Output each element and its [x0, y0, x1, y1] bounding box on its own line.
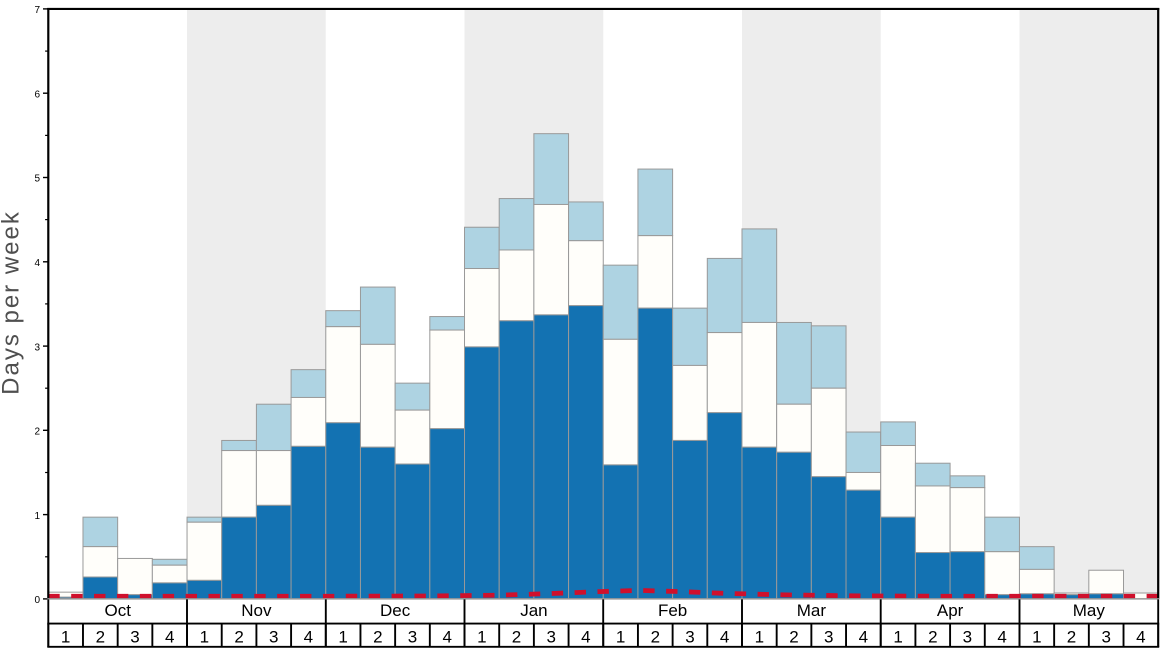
- svg-text:1: 1: [755, 628, 764, 647]
- svg-text:0: 0: [34, 595, 40, 606]
- svg-text:2: 2: [96, 628, 105, 647]
- svg-text:Oct: Oct: [104, 601, 131, 620]
- svg-text:4: 4: [304, 628, 313, 647]
- svg-text:2: 2: [1067, 628, 1076, 647]
- svg-text:4: 4: [165, 628, 174, 647]
- svg-text:4: 4: [720, 628, 729, 647]
- svg-text:5: 5: [34, 174, 40, 185]
- svg-text:6: 6: [34, 89, 40, 100]
- svg-text:2: 2: [928, 628, 937, 647]
- svg-text:1: 1: [616, 628, 625, 647]
- svg-text:3: 3: [824, 628, 833, 647]
- svg-text:4: 4: [442, 628, 451, 647]
- svg-text:1: 1: [338, 628, 347, 647]
- svg-text:3: 3: [963, 628, 972, 647]
- svg-text:2: 2: [373, 628, 382, 647]
- svg-text:2: 2: [234, 628, 243, 647]
- svg-text:2: 2: [34, 427, 40, 438]
- svg-text:1: 1: [61, 628, 70, 647]
- svg-text:1: 1: [893, 628, 902, 647]
- svg-text:3: 3: [269, 628, 278, 647]
- svg-text:4: 4: [997, 628, 1006, 647]
- svg-text:Days per week: Days per week: [0, 210, 25, 395]
- svg-text:4: 4: [859, 628, 868, 647]
- svg-text:2: 2: [512, 628, 521, 647]
- svg-text:4: 4: [34, 258, 40, 269]
- svg-text:Nov: Nov: [241, 601, 272, 620]
- svg-text:1: 1: [477, 628, 486, 647]
- svg-text:Feb: Feb: [658, 601, 687, 620]
- svg-text:May: May: [1073, 601, 1106, 620]
- svg-text:Apr: Apr: [937, 601, 964, 620]
- svg-text:3: 3: [685, 628, 694, 647]
- svg-text:3: 3: [408, 628, 417, 647]
- svg-text:Dec: Dec: [380, 601, 411, 620]
- svg-text:4: 4: [581, 628, 590, 647]
- svg-text:3: 3: [1101, 628, 1110, 647]
- svg-text:Mar: Mar: [797, 601, 827, 620]
- svg-text:4: 4: [1136, 628, 1145, 647]
- svg-text:2: 2: [789, 628, 798, 647]
- svg-text:3: 3: [546, 628, 555, 647]
- svg-text:7: 7: [34, 5, 40, 16]
- svg-text:1: 1: [34, 511, 40, 522]
- svg-text:1: 1: [1032, 628, 1041, 647]
- svg-text:Jan: Jan: [520, 601, 547, 620]
- svg-text:3: 3: [34, 342, 40, 353]
- svg-text:3: 3: [130, 628, 139, 647]
- svg-text:1: 1: [200, 628, 209, 647]
- svg-text:2: 2: [651, 628, 660, 647]
